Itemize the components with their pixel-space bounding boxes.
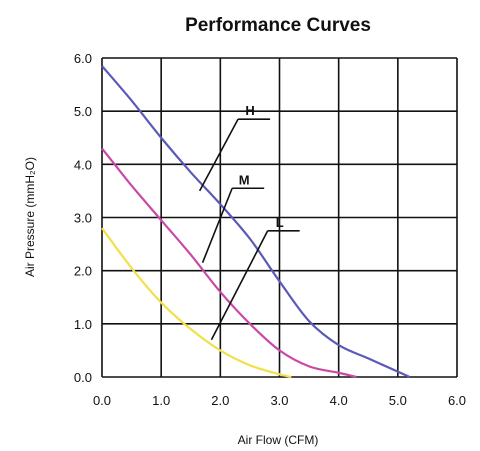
annotation-leader-h <box>198 118 239 192</box>
annotations: H M L <box>198 103 300 341</box>
chart-title: Performance Curves <box>185 15 371 36</box>
annotation-label-m: M <box>239 172 250 187</box>
y-tick-label: 6.0 <box>74 51 92 66</box>
x-tick-label: 1.0 <box>152 393 170 408</box>
y-tick-label: 2.0 <box>74 264 92 279</box>
annotation-leader-l <box>210 230 269 341</box>
x-tick-label: 6.0 <box>448 393 466 408</box>
y-tick-label: 4.0 <box>74 157 92 172</box>
x-tick-label: 2.0 <box>211 393 229 408</box>
y-tick-labels: 0.0 1.0 2.0 3.0 4.0 5.0 6.0 <box>74 51 92 385</box>
grid <box>101 57 458 378</box>
x-axis-label: Air Flow (CFM) <box>238 433 319 447</box>
x-tick-label: 4.0 <box>330 393 348 408</box>
annotation-label-l: L <box>276 215 284 230</box>
series-line-h <box>101 65 411 379</box>
x-tick-label: 3.0 <box>270 393 288 408</box>
x-tick-label: 5.0 <box>389 393 407 408</box>
series-lines <box>101 65 411 379</box>
x-tick-label: 0.0 <box>93 393 111 408</box>
y-tick-label: 0.0 <box>74 370 92 385</box>
series-line-l <box>101 227 292 379</box>
y-axis-label: Air Pressure (mmH₂O) <box>23 157 37 277</box>
series-line-m <box>101 147 357 379</box>
x-tick-labels: 0.0 1.0 2.0 3.0 4.0 5.0 6.0 <box>93 393 466 408</box>
y-tick-label: 5.0 <box>74 104 92 119</box>
annotation-leader-m <box>201 187 233 263</box>
annotation-label-h: H <box>245 103 254 118</box>
y-tick-label: 3.0 <box>74 211 92 226</box>
y-tick-label: 1.0 <box>74 317 92 332</box>
